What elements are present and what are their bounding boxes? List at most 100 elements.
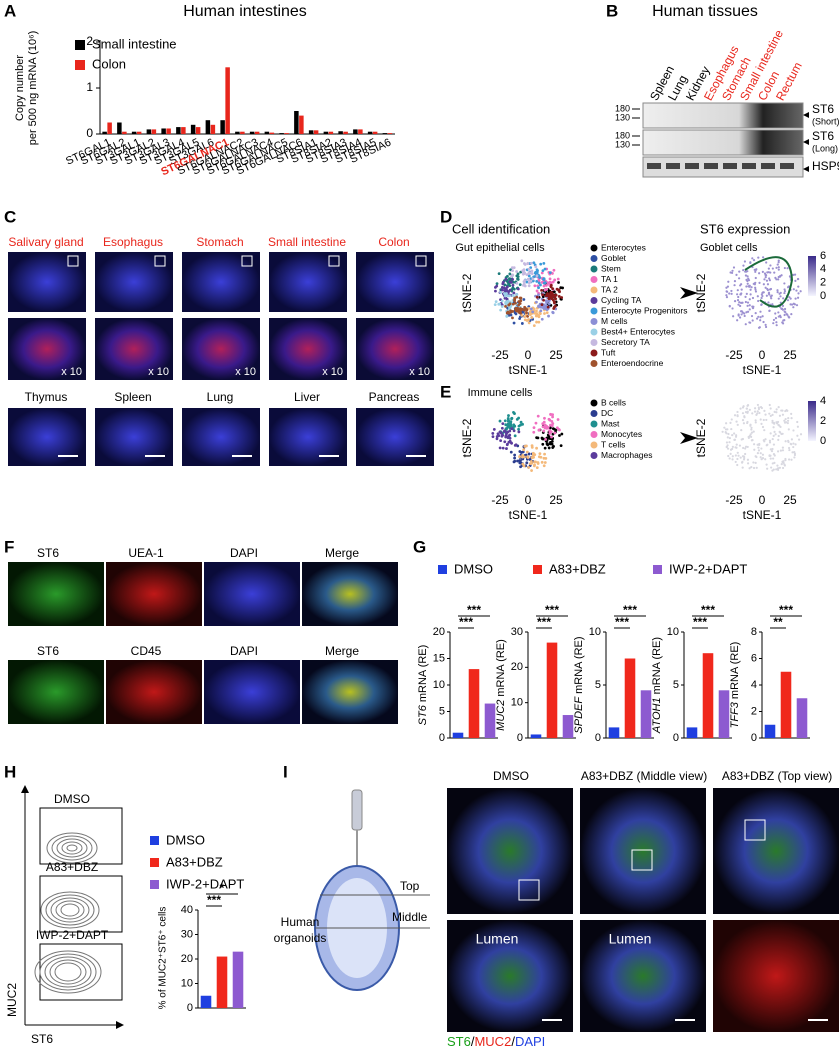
- expression-dot: [754, 421, 757, 424]
- expression-dot: [772, 457, 775, 460]
- micrograph: [356, 408, 434, 466]
- cell-dot: [537, 314, 541, 318]
- expression-dot: [728, 441, 731, 444]
- colorbar: [808, 401, 816, 441]
- x-tick-label: 0: [525, 493, 532, 507]
- cell-dot: [548, 418, 552, 422]
- expression-dot: [780, 307, 783, 310]
- cell-dot: [505, 315, 509, 318]
- expression-dot: [794, 443, 797, 446]
- y-axis-label: tSNE-2: [460, 418, 474, 457]
- cell-dot: [506, 423, 510, 427]
- cell-dot: [557, 295, 561, 298]
- expression-dot: [736, 451, 739, 454]
- cell-dot: [506, 294, 510, 298]
- cell-dot: [541, 437, 544, 441]
- legend-label: Enteroendocrine: [601, 358, 664, 368]
- micrograph: [182, 252, 260, 312]
- expression-dot: [786, 313, 789, 317]
- cell-dot: [505, 427, 509, 431]
- expression-dot: [748, 308, 751, 311]
- expression-dot: [725, 286, 728, 289]
- y-axis-label: MUC2 mRNA (RE): [495, 639, 507, 731]
- expression-dot: [733, 280, 737, 283]
- stain-part: /: [511, 1034, 515, 1049]
- legend-dot: [590, 349, 598, 357]
- expression-dot: [777, 406, 780, 409]
- cell-dot: [550, 435, 553, 439]
- expression-dot: [731, 269, 734, 272]
- expression-dot: [727, 454, 730, 458]
- zoom-box: [154, 255, 166, 267]
- micrograph-zoom: [447, 920, 573, 1032]
- expression-dot: [742, 264, 745, 267]
- cell-dot: [532, 430, 536, 434]
- y-axis-label: % of MUC2⁺ST6⁺ cells: [158, 907, 169, 1010]
- expression-dot: [756, 317, 759, 320]
- legend-label: B cells: [601, 397, 626, 407]
- expression-dot: [729, 448, 733, 451]
- expression-dot: [742, 405, 745, 408]
- expression-dot: [777, 311, 780, 314]
- goblet-outline: [744, 256, 794, 308]
- cell-dot: [519, 311, 523, 315]
- cell-dot: [540, 303, 544, 307]
- expression-dot: [768, 454, 771, 457]
- channel-label: Merge: [325, 644, 359, 658]
- expression-dot: [724, 428, 728, 431]
- micrograph-zoom: [356, 318, 434, 380]
- expression-dot: [793, 453, 797, 457]
- bar: [546, 642, 558, 738]
- cell-dot: [535, 295, 539, 299]
- expression-dot: [770, 297, 773, 300]
- cell-dot: [510, 427, 514, 430]
- flow-label: IWP-2+DAPT: [36, 928, 109, 942]
- expression-dot: [760, 296, 763, 300]
- micrograph: [204, 660, 300, 724]
- cell-dot: [545, 299, 549, 303]
- expression-dot: [793, 303, 797, 306]
- cell-dot: [537, 279, 541, 283]
- expression-dot: [749, 321, 752, 324]
- cell-dot: [531, 277, 535, 281]
- flow-contour: [50, 897, 90, 923]
- y-tick-label: 10: [433, 679, 445, 691]
- legend-label: DMSO: [454, 561, 493, 576]
- expression-dot: [742, 269, 745, 272]
- expression-dot: [768, 441, 772, 444]
- legend-dot: [590, 276, 598, 283]
- bar: [102, 131, 107, 134]
- cell-dot: [492, 428, 496, 431]
- cell-dot: [543, 304, 546, 308]
- expression-dot: [749, 424, 752, 427]
- expression-dot: [773, 410, 776, 414]
- expression-dot: [746, 462, 750, 465]
- expression-dot: [781, 413, 785, 416]
- expression-dot: [774, 317, 778, 320]
- flow-contour: [60, 903, 80, 917]
- channel-label: ST6: [37, 546, 59, 560]
- bar: [323, 131, 329, 134]
- expression-dot: [748, 408, 751, 411]
- unit: mRNA (RE): [495, 639, 507, 696]
- bar: [367, 131, 373, 134]
- marker-label: 130: [615, 112, 630, 122]
- expression-dot: [746, 404, 750, 407]
- expression-dot: [726, 436, 729, 439]
- bar: [216, 956, 228, 1008]
- cell-dot: [518, 450, 522, 453]
- expression-dot: [736, 299, 740, 302]
- cell-dot: [500, 426, 504, 430]
- expression-dot: [740, 461, 744, 464]
- expression-dot: [792, 273, 795, 276]
- cell-dot: [556, 418, 560, 421]
- expression-dot: [766, 467, 769, 470]
- arrow: [680, 432, 698, 444]
- y-tick-label: 6: [751, 652, 757, 664]
- axis-label: MUC2: [5, 983, 19, 1017]
- colorbar-tick-label: 4: [820, 263, 826, 275]
- colorbar-tick-label: 2: [820, 277, 826, 289]
- cell-dot: [532, 261, 536, 265]
- cell-dot: [550, 419, 554, 423]
- zoom-label: x 10: [409, 366, 430, 378]
